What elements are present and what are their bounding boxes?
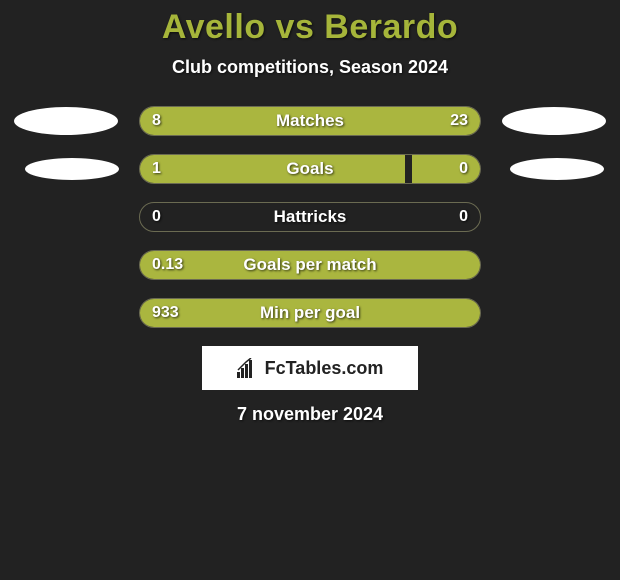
stat-bar: 823Matches bbox=[139, 106, 481, 136]
stat-row: 0 0 Hattricks bbox=[0, 202, 620, 232]
team-logo-left bbox=[11, 154, 121, 184]
stat-row: 10Goals bbox=[0, 154, 620, 184]
stat-bar: 10Goals bbox=[139, 154, 481, 184]
bar-chart-icon bbox=[237, 358, 259, 378]
ellipse-icon bbox=[502, 107, 606, 135]
bar-segment-left bbox=[140, 155, 405, 183]
stats-rows: 823Matches 10Goals 0 0 Hattricks 0.13Goals pe… bbox=[0, 106, 620, 328]
value-right: 0 bbox=[459, 208, 468, 226]
bar-segment-left bbox=[140, 107, 228, 135]
infographic-container: Avello vs Berardo Club competitions, Sea… bbox=[0, 0, 620, 425]
stat-bar: 0 0 Hattricks bbox=[139, 202, 481, 232]
bar-segment-right bbox=[228, 107, 480, 135]
team-logo-right bbox=[499, 106, 609, 136]
stat-bar: 0.13Goals per match bbox=[139, 250, 481, 280]
metric-label: Min per goal bbox=[260, 303, 360, 323]
team-logo-left bbox=[11, 106, 121, 136]
stat-bar: 933Min per goal bbox=[139, 298, 481, 328]
ellipse-icon bbox=[25, 158, 119, 180]
stat-row: 823Matches bbox=[0, 106, 620, 136]
value-left: 0 bbox=[152, 208, 161, 226]
metric-label: Hattricks bbox=[274, 207, 347, 227]
bar-segment-right bbox=[412, 155, 480, 183]
team-logo-right bbox=[499, 154, 609, 184]
metric-label: Goals per match bbox=[243, 255, 376, 275]
metric-label: Matches bbox=[276, 111, 344, 131]
metric-label: Goals bbox=[286, 159, 333, 179]
brand-text: FcTables.com bbox=[265, 358, 384, 379]
ellipse-icon bbox=[14, 107, 118, 135]
page-title: Avello vs Berardo bbox=[0, 8, 620, 47]
stat-row: 933Min per goal bbox=[0, 298, 620, 328]
brand-box: FcTables.com bbox=[202, 346, 418, 390]
date-text: 7 november 2024 bbox=[0, 404, 620, 425]
ellipse-icon bbox=[510, 158, 604, 180]
page-subtitle: Club competitions, Season 2024 bbox=[0, 57, 620, 78]
stat-row: 0.13Goals per match bbox=[0, 250, 620, 280]
